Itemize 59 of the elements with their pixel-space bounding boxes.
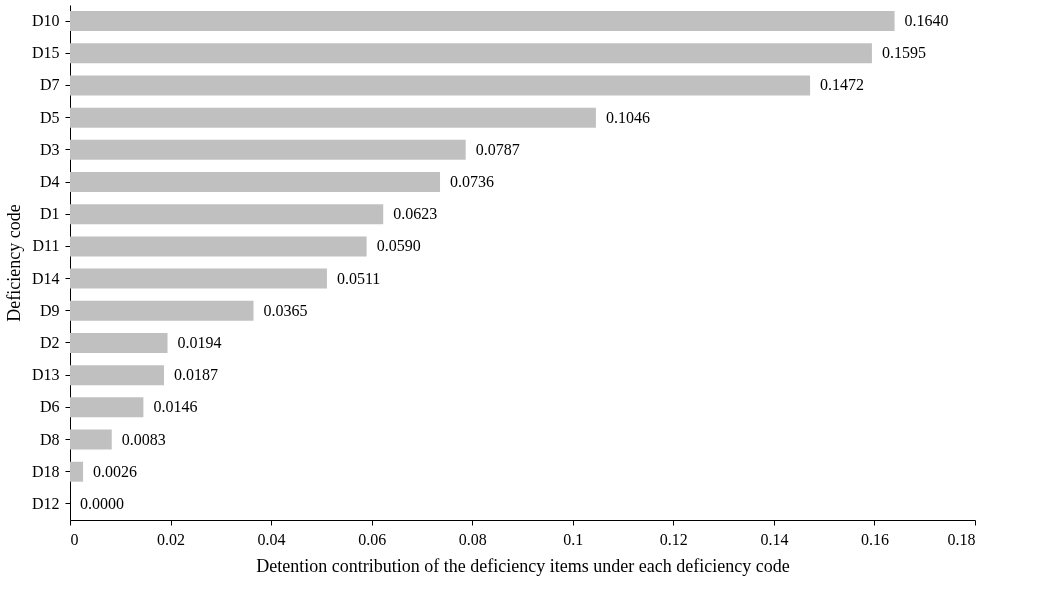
x-tick-label: 0.18 — [947, 530, 976, 548]
data-label: 0.1595 — [881, 44, 926, 62]
bar — [70, 332, 168, 353]
bar — [70, 461, 84, 482]
bar — [70, 268, 327, 289]
bar — [70, 107, 596, 128]
y-tick-label: D13 — [31, 366, 60, 384]
x-tick-label: 0.14 — [760, 530, 789, 548]
x-tick-label: 0 — [70, 530, 79, 548]
y-tick-label: D11 — [32, 237, 60, 255]
y-tick-label: D1 — [39, 205, 60, 223]
y-tick-label: D15 — [31, 44, 60, 62]
y-tick-label: D6 — [39, 398, 60, 416]
x-tick-label: 0.06 — [358, 530, 387, 548]
y-tick-label: D9 — [39, 301, 60, 319]
data-label: 0.1046 — [605, 108, 650, 126]
bar — [70, 429, 112, 450]
data-label: 0.0194 — [177, 333, 222, 351]
y-tick-label: D18 — [31, 462, 60, 480]
y-tick-label: D10 — [31, 12, 60, 30]
bar — [70, 300, 254, 321]
data-label: 0.0590 — [376, 237, 421, 255]
y-tick-label: D12 — [31, 494, 60, 512]
bar — [70, 397, 144, 418]
y-tick-label: D4 — [39, 173, 60, 191]
data-label: 0.0787 — [475, 140, 520, 158]
data-label: 0.0365 — [263, 301, 308, 319]
bar — [70, 139, 466, 160]
data-label: 0.0083 — [121, 430, 166, 448]
y-tick-label: D3 — [39, 140, 60, 158]
bar — [70, 236, 367, 257]
x-tick-label: 0.04 — [257, 530, 286, 548]
y-tick-label: D8 — [39, 430, 60, 448]
bar — [70, 43, 872, 64]
y-tick-label: D14 — [31, 269, 60, 287]
y-tick-label: D5 — [39, 108, 60, 126]
bar — [70, 172, 441, 193]
data-label: 0.1640 — [904, 12, 949, 30]
y-tick-label: D7 — [39, 76, 60, 94]
bar — [70, 204, 384, 225]
x-tick-label: 0.08 — [458, 530, 487, 548]
x-tick-label: 0.02 — [157, 530, 186, 548]
data-label: 0.0026 — [93, 462, 138, 480]
data-label: 0.1472 — [820, 76, 865, 94]
data-label: 0.0736 — [450, 173, 495, 191]
data-label: 0.0187 — [174, 366, 219, 384]
x-tick-label: 0.12 — [659, 530, 688, 548]
x-tick-label: 0.16 — [860, 530, 889, 548]
y-tick-label: D2 — [39, 333, 60, 351]
data-label: 0.0511 — [336, 269, 381, 287]
y-axis-title: Deficiency code — [3, 204, 24, 322]
bar — [70, 75, 811, 96]
x-axis-title: Detention contribution of the deficiency items under each deficiency code — [256, 555, 790, 576]
data-label: 0.0623 — [393, 205, 438, 223]
bar — [70, 365, 165, 386]
data-label: 0.0146 — [153, 398, 198, 416]
data-label: 0.0000 — [80, 494, 124, 512]
bar — [70, 11, 895, 32]
x-tick-label: 0.1 — [563, 530, 584, 548]
